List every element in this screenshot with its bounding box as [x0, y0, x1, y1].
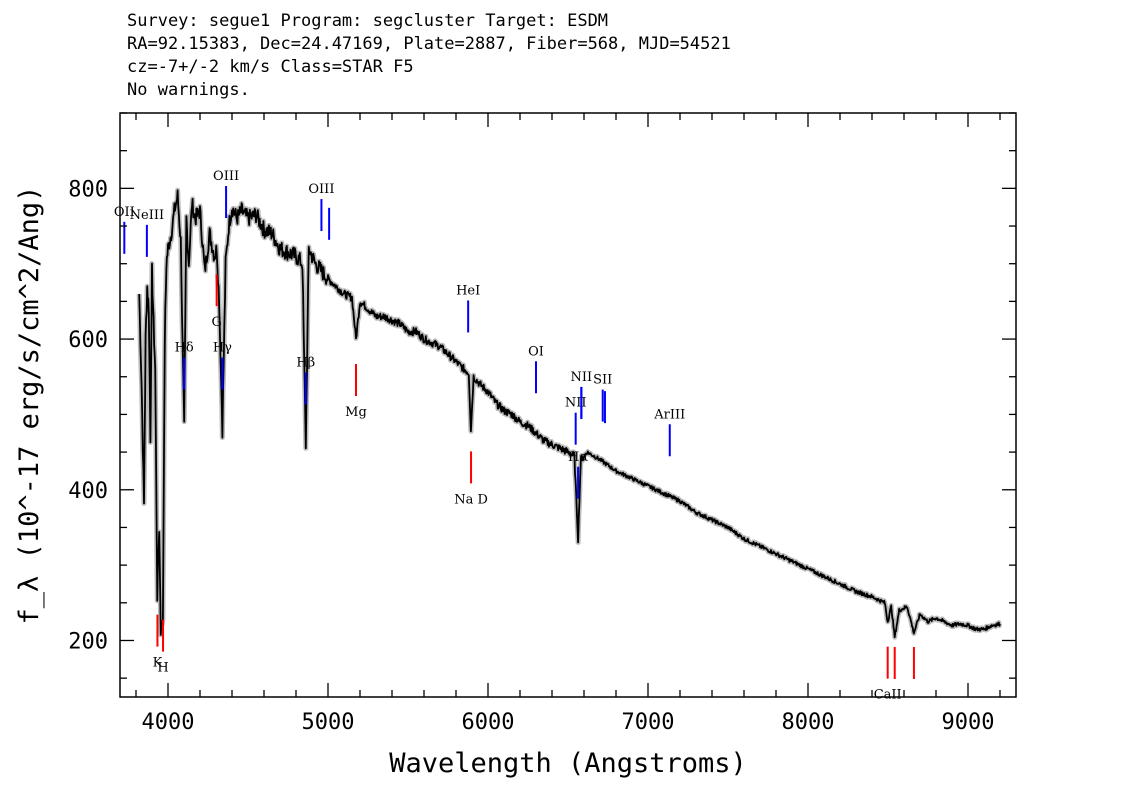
em-line-label-8: HeI	[456, 283, 480, 298]
x-tick-label-3: 7000	[622, 710, 675, 735]
chart-header: Survey: segue1 Program: segcluster Targe…	[127, 10, 731, 102]
em-line-label-3: Hγ	[213, 340, 232, 355]
x-axis-label: Wavelength (Angstroms)	[389, 748, 747, 779]
y-tick-label-0: 200	[68, 629, 108, 654]
header-line-survey: Survey: segue1 Program: segcluster Targe…	[127, 11, 609, 31]
y-tick-label-2: 600	[68, 328, 108, 353]
y-tick-label-1: 400	[68, 479, 108, 504]
em-line-label-11: Hα	[568, 450, 588, 465]
abs-line-label-4: Na D	[454, 492, 488, 507]
abs-line-label-5: CaII	[874, 688, 902, 703]
abs-line-label-0: K	[153, 656, 163, 671]
em-line-label-1: NeIII	[130, 208, 164, 223]
y-tick-label-3: 800	[68, 177, 108, 202]
em-line-label-16: ArIII	[653, 407, 685, 422]
em-line-label-4: OIII	[213, 169, 239, 184]
abs-line-label-3: Mg	[345, 405, 367, 420]
header-line-coordinates: RA=92.15383, Dec=24.47169, Plate=2887, F…	[127, 34, 731, 54]
abs-line-label-2: G	[211, 315, 221, 330]
em-line-label-6: OIII	[308, 182, 334, 197]
axis-ticks-layer: 4000 5000 6000 7000 8000 9000 200 400 600 800	[68, 112, 1016, 735]
x-tick-label-0: 4000	[142, 710, 195, 735]
spectrum-layer	[138, 189, 1001, 639]
header-line-warnings: No warnings.	[127, 80, 250, 100]
abs-line-label-1: H	[157, 661, 168, 676]
x-tick-label-4: 8000	[782, 710, 835, 735]
em-line-label-14: SII	[593, 373, 612, 388]
error-band	[136, 187, 1003, 640]
em-line-label-5: Hβ	[296, 356, 315, 371]
spectrum-line	[138, 189, 1001, 639]
em-line-label-13: NII	[570, 370, 592, 385]
header-line-redshift: cz=-7+/-2 km/s Class=STAR F5	[127, 57, 414, 77]
em-line-label-0: OII	[114, 205, 135, 220]
em-line-label-2: Hδ	[175, 340, 194, 355]
plot-frame	[119, 112, 1017, 698]
x-tick-label-1: 5000	[302, 710, 355, 735]
x-tick-label-5: 9000	[942, 710, 995, 735]
error-band-layer	[136, 187, 1003, 640]
em-line-label-9: OI	[528, 344, 544, 359]
y-axis-label: f_λ (10^-17 erg/s/cm^2/Ang)	[14, 186, 45, 625]
em-line-label-10: NII	[565, 396, 587, 411]
x-tick-label-2: 6000	[462, 710, 515, 735]
